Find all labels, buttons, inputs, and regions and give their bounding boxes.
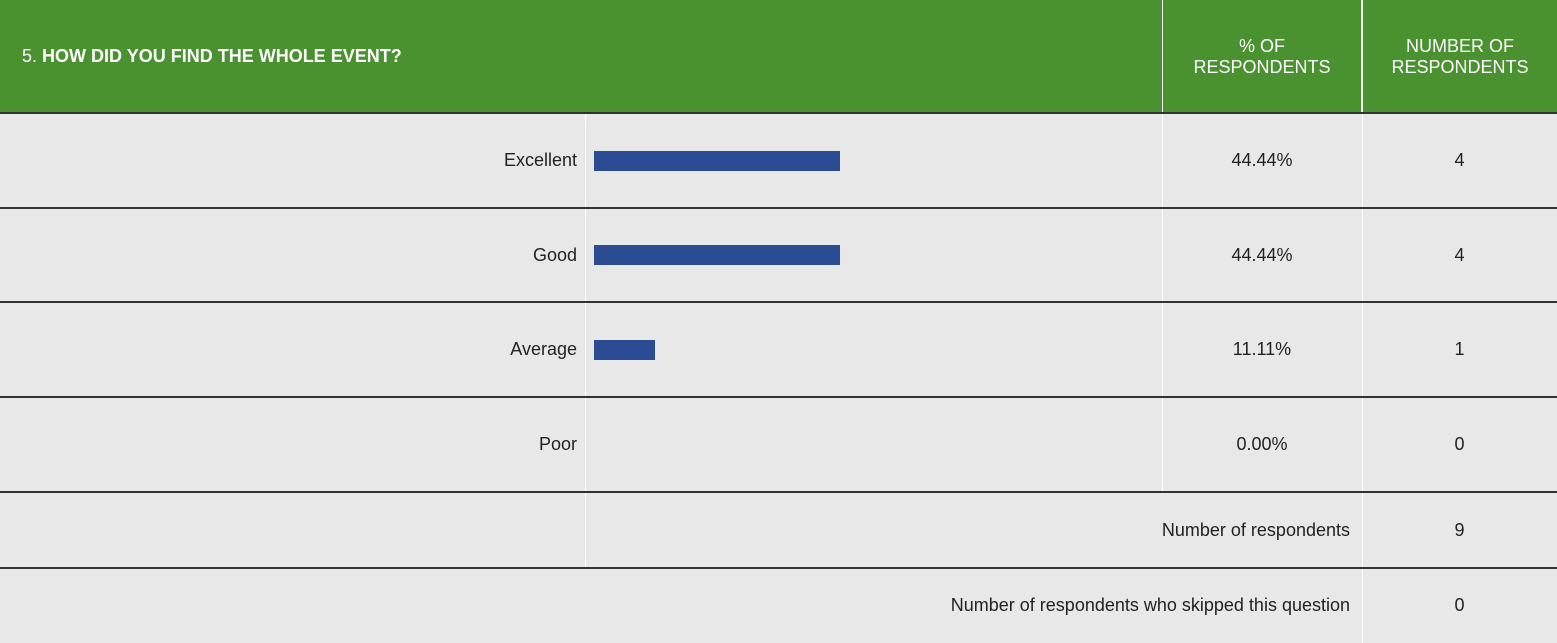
question-cell: 5. HOW DID YOU FIND THE WHOLE EVENT?: [0, 0, 1162, 113]
row-border: [0, 491, 1557, 493]
percent-bar: [594, 339, 656, 360]
answer-label: Good: [532, 244, 577, 265]
answer-label: Poor: [538, 434, 577, 454]
row-border: [0, 207, 1557, 209]
count-value: 4: [1454, 244, 1465, 265]
summary-value: 9: [1454, 519, 1465, 540]
count-heading: NUMBER OF RESPONDENTS: [1363, 0, 1557, 113]
row-border: [0, 112, 1557, 114]
count-value: 1: [1454, 339, 1465, 359]
column-separator: [1162, 0, 1163, 113]
percent-bar: [594, 150, 840, 171]
percent-value: 44.44%: [1231, 150, 1293, 170]
count-value: 0: [1454, 434, 1465, 454]
question-text: HOW DID YOU FIND THE WHOLE EVENT?: [42, 46, 402, 66]
column-separator: [1362, 0, 1363, 643]
percent-value: 0.00%: [1236, 434, 1288, 454]
percent-value: 44.44%: [1231, 244, 1293, 265]
count-value: 4: [1454, 150, 1465, 170]
row-border: [0, 301, 1557, 303]
summary-label: Number of respondents: [1161, 519, 1350, 540]
percent-bar: [594, 245, 840, 265]
question-number: 5.: [22, 46, 38, 66]
percent-heading: % OF RESPONDENTS: [1163, 0, 1361, 113]
column-separator: [585, 113, 586, 568]
summary-label: Number of respondents who skipped this q…: [950, 595, 1350, 615]
answer-label: Excellent: [503, 150, 577, 170]
summary-value: 0: [1454, 595, 1465, 615]
row-border: [0, 567, 1557, 569]
answer-label: Average: [510, 339, 577, 359]
row-border: [0, 396, 1557, 398]
percent-value: 11.11%: [1232, 339, 1292, 359]
